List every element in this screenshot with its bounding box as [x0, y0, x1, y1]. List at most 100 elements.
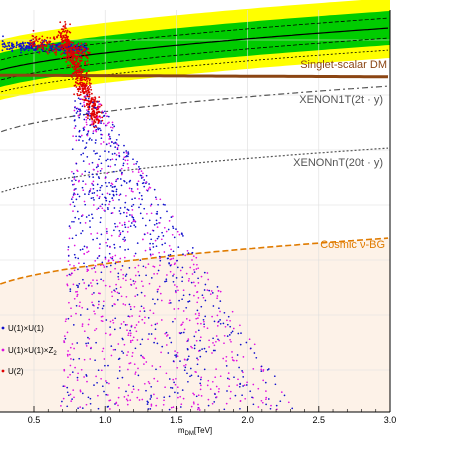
point-u1u1z2 [216, 325, 219, 327]
point-u2 [92, 97, 94, 99]
point-u1u1 [92, 176, 95, 178]
point-u1u1z2 [72, 283, 75, 286]
point-u1u1 [212, 337, 214, 340]
point-u1u1z2 [105, 380, 107, 382]
point-u1u1 [172, 225, 174, 228]
point-u1u1z2 [265, 398, 267, 401]
point-u1u1 [130, 205, 133, 208]
point-u1u1 [79, 98, 81, 101]
point-u1u1 [104, 203, 107, 206]
point-u1u1z2 [83, 126, 86, 128]
point-u2 [79, 67, 82, 69]
point-u2 [83, 53, 86, 56]
point-u2 [87, 63, 90, 66]
point-u1u1 [204, 299, 207, 302]
point-u1u1z2 [104, 258, 107, 260]
point-u1u1z2 [111, 212, 114, 214]
point-u1u1z2 [239, 324, 241, 327]
point-u1u1z2 [98, 106, 100, 109]
point-u1u1z2 [134, 274, 137, 277]
point-u2 [39, 45, 42, 48]
point-u1u1 [199, 355, 202, 358]
point-u2 [63, 30, 66, 33]
point-u1u1z2 [108, 203, 110, 206]
point-u1u1z2 [75, 291, 77, 293]
point-u1u1 [85, 375, 88, 377]
point-u1u1z2 [237, 378, 239, 381]
point-u1u1z2 [196, 408, 199, 411]
point-u1u1 [121, 265, 124, 267]
point-u1u1 [113, 142, 115, 145]
point-u1u1z2 [83, 330, 86, 333]
point-u1u1z2 [70, 358, 72, 360]
point-u1u1 [100, 122, 102, 124]
point-u1u1z2 [140, 280, 143, 283]
point-u1u1 [76, 342, 79, 344]
point-u2 [65, 34, 68, 37]
point-u1u1 [93, 292, 95, 294]
point-u1u1 [100, 133, 102, 136]
point-u1u1z2 [86, 380, 88, 383]
point-u1u1 [186, 348, 189, 351]
point-u2 [71, 54, 73, 57]
point-u1u1 [196, 357, 198, 360]
point-u1u1 [127, 248, 130, 251]
point-u1u1 [66, 386, 69, 389]
point-u1u1z2 [127, 351, 129, 353]
point-u1u1 [149, 253, 152, 256]
point-u1u1 [213, 401, 216, 403]
point-u1u1 [2, 35, 4, 38]
point-u1u1 [1, 49, 4, 52]
point-u1u1z2 [104, 284, 107, 287]
point-u1u1 [109, 158, 112, 161]
point-u1u1z2 [158, 285, 161, 288]
point-u1u1 [96, 183, 99, 186]
point-u1u1 [57, 49, 60, 52]
point-u2 [75, 58, 78, 60]
point-u1u1z2 [200, 376, 203, 379]
point-u1u1 [85, 265, 88, 268]
point-u1u1z2 [108, 121, 110, 124]
point-u1u1z2 [73, 396, 75, 399]
point-u1u1 [138, 206, 140, 209]
point-u1u1z2 [101, 350, 104, 353]
point-u1u1z2 [127, 167, 130, 169]
point-u2 [74, 55, 77, 58]
point-u1u1 [156, 237, 159, 240]
point-u1u1z2 [133, 255, 136, 257]
point-u1u1z2 [175, 291, 177, 294]
point-u1u1 [76, 44, 78, 46]
point-u1u1 [223, 408, 226, 411]
point-u1u1 [115, 138, 118, 141]
point-u2 [57, 34, 60, 37]
point-u1u1z2 [119, 231, 122, 234]
point-u1u1 [187, 300, 190, 303]
point-u1u1z2 [150, 403, 153, 406]
point-u1u1 [104, 256, 107, 259]
point-u1u1 [83, 245, 86, 248]
point-u1u1z2 [111, 121, 114, 124]
point-u2 [37, 46, 39, 49]
point-u1u1z2 [261, 401, 264, 404]
point-u1u1 [48, 51, 51, 53]
point-u1u1z2 [100, 167, 103, 170]
point-u1u1 [249, 347, 252, 350]
point-u1u1 [189, 367, 192, 370]
point-u1u1 [20, 46, 23, 49]
point-u1u1z2 [125, 194, 127, 197]
point-u1u1 [129, 329, 131, 332]
point-u2 [84, 88, 87, 90]
point-u1u1 [101, 203, 104, 206]
point-u1u1z2 [69, 227, 72, 229]
point-u1u1 [115, 158, 118, 161]
point-u1u1 [188, 300, 191, 302]
point-u2 [46, 42, 49, 45]
point-u1u1 [93, 150, 95, 152]
point-u1u1 [3, 46, 6, 48]
point-u1u1z2 [70, 400, 73, 402]
point-u2 [72, 53, 75, 56]
legend-marker [1, 369, 5, 373]
point-u1u1 [75, 198, 78, 201]
point-u1u1z2 [115, 154, 118, 156]
point-u1u1z2 [155, 404, 158, 407]
